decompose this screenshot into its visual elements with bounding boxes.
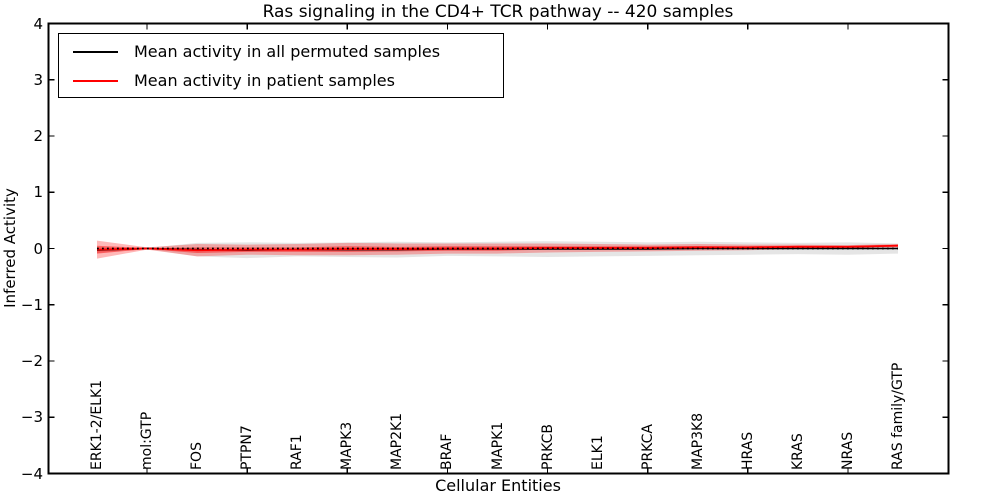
x-category-label: ERK1-2/ELK1 xyxy=(89,379,105,470)
x-category-label: RAF1 xyxy=(289,434,306,470)
legend-label-permuted: Mean activity in all permuted samples xyxy=(134,42,441,61)
x-category-label: RAS family/GTP xyxy=(890,362,906,470)
permuted-line-sample-icon xyxy=(73,50,118,53)
y-tick-label: −1 xyxy=(20,295,43,314)
x-category-label: HRAS xyxy=(739,431,756,470)
x-category-label: NRAS xyxy=(839,431,856,470)
y-tick-label: 2 xyxy=(33,127,43,145)
x-category-label: MAPK3 xyxy=(339,421,356,470)
y-tick-label: 3 xyxy=(33,70,43,89)
x-category-label: MAP3K8 xyxy=(689,412,706,470)
y-tick-label: 0 xyxy=(33,239,43,258)
x-category-label: PTPN7 xyxy=(239,425,256,470)
y-tick-label: 1 xyxy=(33,183,43,202)
x-category-label: BRAF xyxy=(439,433,456,470)
y-tick-label: −4 xyxy=(20,464,43,483)
y-tick-label: −2 xyxy=(20,352,43,370)
y-tick-label: 4 xyxy=(33,14,43,33)
x-axis-label: Cellular Entities xyxy=(435,476,561,495)
x-category-label: ELK1 xyxy=(589,435,606,470)
chart-title: Ras signaling in the CD4+ TCR pathway --… xyxy=(262,2,734,22)
x-category-label: MAP2K1 xyxy=(389,412,406,470)
legend-label-patient: Mean activity in patient samples xyxy=(134,71,395,90)
x-category-label: KRAS xyxy=(789,433,806,470)
y-tick-label: −3 xyxy=(20,408,43,427)
x-category-label: PRKCA xyxy=(639,424,656,470)
legend: Mean activity in all permuted samples Me… xyxy=(58,33,504,98)
x-category-label: MAPK1 xyxy=(489,421,506,470)
x-category-label: FOS xyxy=(189,442,206,470)
x-category-label: PRKCB xyxy=(539,424,556,470)
legend-entry-permuted: Mean activity in all permuted samples xyxy=(59,37,503,66)
patient-line-sample-icon xyxy=(73,79,118,82)
legend-entry-patient: Mean activity in patient samples xyxy=(59,66,503,95)
x-category-label: mol:GTP xyxy=(139,411,156,470)
